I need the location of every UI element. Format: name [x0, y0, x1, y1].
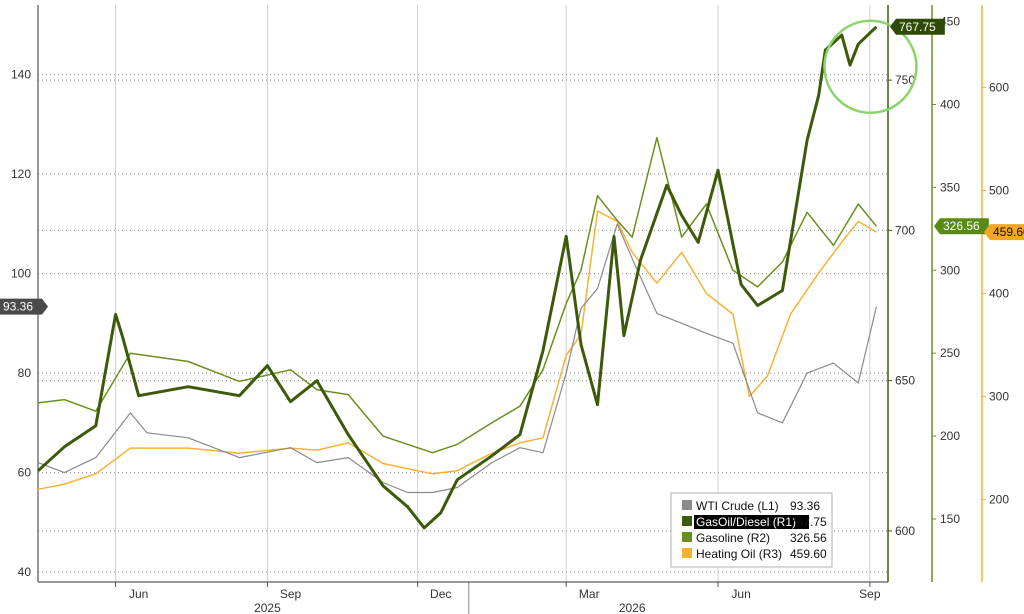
legend-swatch-gasoline: [682, 532, 692, 542]
right-axis-tick-label-R2: 350: [940, 180, 960, 194]
right-axis-tick-label-R1: 600: [895, 524, 915, 538]
left-axis-tick-label: 40: [18, 565, 32, 579]
value-tags: 93.36 767.75 326.56 459.60: [0, 18, 1024, 315]
legend-label-highlight: [694, 515, 809, 529]
right-axis-tick-label-R3: 200: [989, 493, 1009, 507]
x-tick-label: Mar: [579, 587, 600, 601]
legend-swatch-gasoil: [682, 516, 692, 526]
annotation-circle: [823, 19, 918, 115]
legend-label-gasoline: Gasoline (R2): [696, 531, 770, 545]
legend-item-wti: WTI Crude (L1) 93.36: [682, 499, 820, 513]
annotations: [823, 19, 918, 115]
left-axis-tick-label: 140: [11, 68, 31, 82]
legend-swatch-wti: [682, 500, 692, 510]
legend-swatch-heating-oil: [682, 548, 692, 558]
legend-box: [670, 492, 833, 568]
value-tag-label: 326.56: [943, 219, 980, 233]
series-line-gasoline-r: [37, 136, 877, 454]
right-axis-tick-label-R1: 750: [895, 73, 915, 87]
value-tag-label: 767.75: [899, 20, 936, 34]
right-axis-tick-label-R2: 200: [940, 429, 960, 443]
value-tag-bg: [934, 218, 989, 235]
legend-value-gasoline: 326.56: [790, 531, 827, 545]
value-tag-bg: [0, 298, 48, 315]
x-tick-label: Sep: [280, 587, 302, 601]
left-axis-tick-label: 60: [18, 466, 32, 480]
legend: WTI Crude (L1) 93.36 GasOil/Diesel (R1) …: [670, 492, 833, 568]
right-axis-tick-label-R3: 300: [989, 390, 1009, 404]
legend-item-heating-oil: Heating Oil (R3) 459.60: [682, 547, 827, 561]
legend-label-wti: WTI Crude (L1): [696, 499, 779, 513]
value-tag-bg: [984, 224, 1024, 241]
x-tick-label: Jun: [129, 587, 148, 601]
x-tick-label: Jun: [731, 587, 750, 601]
series-line-gasoil-diesel-r: [36, 25, 878, 530]
legend-item-gasoil: GasOil/Diesel (R1) 767.75: [682, 515, 827, 529]
right-axis-tick-label-R1: 650: [895, 374, 915, 388]
legend-value-heating-oil: 459.60: [790, 547, 827, 561]
right-axis-tick-label-R3: 600: [989, 80, 1009, 94]
series-lines: [36, 25, 878, 530]
value-tag-label: 93.36: [3, 300, 33, 314]
value-tag-bg: [890, 18, 945, 35]
legend-value-wti: 93.36: [790, 499, 820, 513]
right-axis-tick-label-R2: 150: [940, 512, 960, 526]
legend-label-gasoil: GasOil/Diesel (R1): [696, 515, 796, 529]
right-axis-tick-label-R2: 400: [940, 97, 960, 111]
year-label-2026: 2026: [619, 601, 646, 614]
series-line-wti-crude-l: [37, 223, 877, 494]
left-axis-tick-label: 80: [18, 366, 32, 380]
right-axis-tick-label-R3: 400: [989, 287, 1009, 301]
series-line-heating-oil-r: [37, 210, 877, 491]
right-axis-tick-label-R2: 250: [940, 346, 960, 360]
x-tick-label: Dec: [430, 587, 451, 601]
x-tick-label: Sep: [859, 587, 881, 601]
left-axis-tick-label: 120: [11, 167, 31, 181]
legend-value-gasoil: 767.75: [790, 515, 827, 529]
right-axis-tick-label-R2: 300: [940, 263, 960, 277]
value-tag-label: 459.60: [993, 225, 1024, 239]
right-axis-tick-label-R1: 700: [895, 223, 915, 237]
left-axis-tick-label: 100: [11, 267, 31, 281]
legend-label-heating-oil: Heating Oil (R3): [696, 547, 782, 561]
year-label-2025: 2025: [254, 601, 281, 614]
right-axis-tick-label-R2: 450: [940, 15, 960, 29]
legend-item-gasoline: Gasoline (R2) 326.56: [682, 531, 827, 545]
right-axis-tick-label-R3: 500: [989, 183, 1009, 197]
